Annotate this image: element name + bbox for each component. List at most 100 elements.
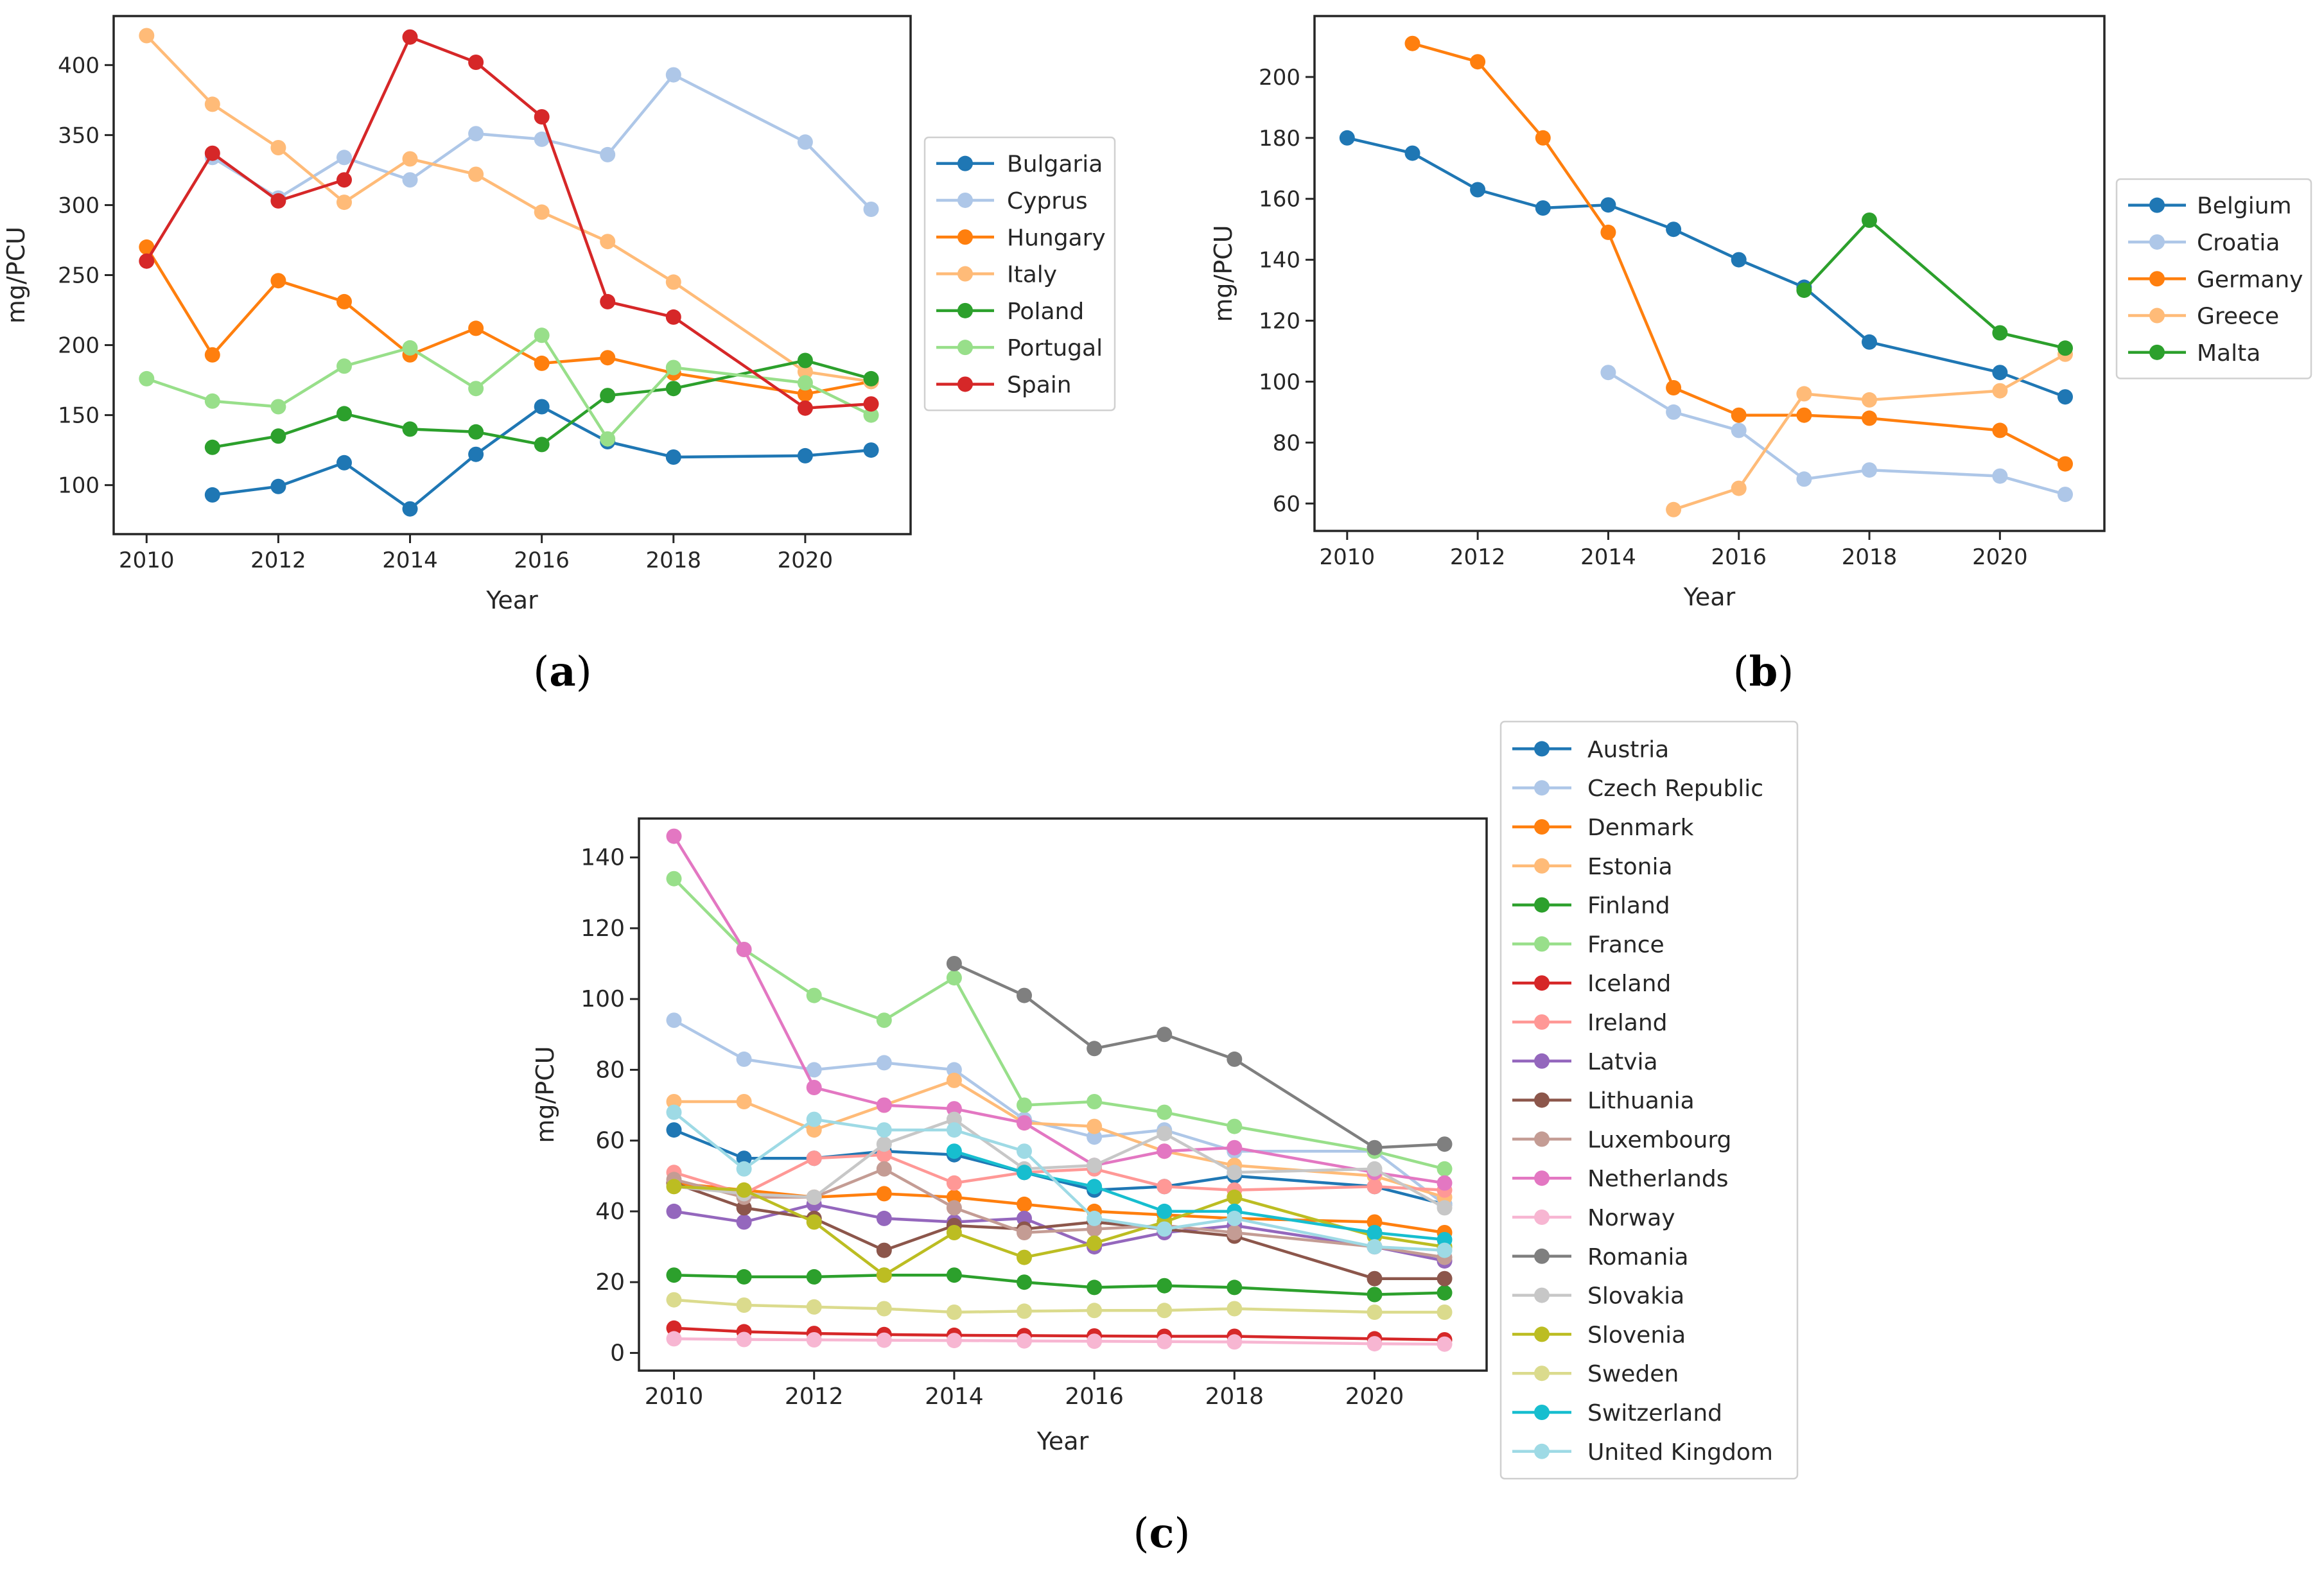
panel-c-point-czech-republic-2013 <box>876 1055 892 1071</box>
panel-c-point-slovakia-2016 <box>1087 1157 1103 1174</box>
panel-a-point-poland-2014 <box>402 421 418 437</box>
panel-b-chart: 2010 2012 2014 2016 2018 2020 60 80 100 120 140 160… <box>1209 15 2312 611</box>
panel-c-point-denmark-2014 <box>946 1189 962 1205</box>
panel-c-ytick-label: 0 <box>610 1340 625 1366</box>
panel-a-point-bulgaria-2018 <box>665 449 681 465</box>
panel-c-series-france <box>666 871 1453 1177</box>
panel-a-line-bulgaria <box>212 405 871 510</box>
panel-c-point-ireland-2012 <box>806 1150 822 1166</box>
panel-b-series-belgium <box>1339 130 2073 405</box>
panel-c-point-sweden-2020 <box>1367 1305 1383 1320</box>
panel-a-legend-marker-spain <box>957 376 973 392</box>
panel-label-b: (b) <box>1733 648 1794 696</box>
panel-b-point-belgium-2018 <box>1862 334 1877 350</box>
panel-label-c: (c) <box>1133 1509 1191 1557</box>
panel-c-point-sweden-2014 <box>946 1305 962 1320</box>
panel-c-legend-label-sweden: Sweden <box>1587 1361 1679 1387</box>
panel-c-legend-marker-romania <box>1534 1248 1550 1264</box>
panel-b-legend-label-malta: Malta <box>2197 340 2260 367</box>
panel-a-line-hungary <box>145 246 871 396</box>
panel-c-legend-marker-switzerland <box>1534 1405 1550 1420</box>
panel-c-series-switzerland <box>946 1143 1453 1247</box>
panel-a-point-bulgaria-2014 <box>402 501 418 517</box>
panel-a-legend-marker-bulgaria <box>957 155 973 171</box>
panel-b-point-germany-2016 <box>1731 407 1747 423</box>
panel-c-point-luxembourg-2015 <box>1017 1225 1032 1240</box>
panel-c-ytick-label: 100 <box>581 986 625 1012</box>
panel-c-point-latvia-2013 <box>876 1210 892 1226</box>
panel-a-point-spain-2016 <box>534 109 550 125</box>
panel-a-point-poland-2011 <box>204 439 220 455</box>
panel-b-point-belgium-2016 <box>1731 252 1747 268</box>
panel-c-ytick-label: 20 <box>595 1269 625 1296</box>
panel-b-point-croatia-2015 <box>1666 404 1682 420</box>
panel-c-line-finland <box>674 1273 1445 1296</box>
panel-c-point-estonia-2016 <box>1087 1118 1103 1134</box>
panel-c-point-lithuania-2011 <box>736 1200 752 1216</box>
panel-c-point-france-2015 <box>1017 1097 1032 1113</box>
panel-c-point-slovenia-2012 <box>806 1214 822 1230</box>
panel-c-x-axis-title: Year <box>1036 1427 1089 1455</box>
panel-c-point-finland-2012 <box>806 1269 822 1285</box>
panel-c-point-switzerland-2021 <box>1437 1232 1453 1247</box>
panel-a-point-portugal-2016 <box>534 327 550 343</box>
panel-c-series-sweden <box>666 1292 1453 1320</box>
panel-b-point-malta-2021 <box>2058 340 2073 356</box>
panel-c-point-slovenia-2011 <box>736 1182 752 1198</box>
panel-b-legend-marker-greece <box>2149 308 2165 324</box>
panel-b-point-germany-2014 <box>1600 224 1616 240</box>
panel-b-point-germany-2018 <box>1862 410 1877 426</box>
panel-a-series-spain <box>139 29 879 416</box>
panel-c-point-iceland-2010 <box>666 1320 682 1336</box>
panel-c-xtick-label: 2020 <box>1345 1383 1404 1410</box>
panel-c-point-estonia-2011 <box>736 1094 752 1109</box>
panel-b-point-belgium-2014 <box>1600 197 1616 213</box>
panel-c-ytick-label: 140 <box>581 845 625 871</box>
panel-a-point-hungary-2012 <box>270 273 286 289</box>
panel-c-legend-label-norway: Norway <box>1587 1205 1675 1231</box>
panel-c-point-slovakia-2013 <box>876 1136 892 1152</box>
panel-a-legend-marker-cyprus <box>957 192 973 208</box>
panel-a-point-portugal-2015 <box>468 381 484 397</box>
panel-c-point-slovenia-2014 <box>946 1225 962 1240</box>
panel-b-ytick-label: 140 <box>1259 248 1300 273</box>
panel-b-point-belgium-2012 <box>1470 182 1486 198</box>
panel-c-point-sweden-2016 <box>1087 1303 1103 1319</box>
panel-a-point-cyprus-2016 <box>534 131 550 147</box>
panel-c-point-slovakia-2020 <box>1367 1161 1383 1177</box>
panel-c-line-ireland <box>673 1153 1445 1195</box>
panel-a-point-portugal-2021 <box>863 407 879 423</box>
panel-b-point-malta-2020 <box>1992 325 2008 341</box>
panel-c-point-france-2014 <box>946 970 962 986</box>
panel-c-point-sweden-2010 <box>666 1292 682 1308</box>
panel-a-point-spain-2020 <box>797 400 813 416</box>
panel-b-point-croatia-2014 <box>1600 365 1616 381</box>
panel-b-legend-label-belgium: Belgium <box>2197 193 2292 220</box>
panel-b-point-germany-2020 <box>1992 422 2008 438</box>
panel-a-xtick-label: 2016 <box>514 548 570 573</box>
panel-c-point-sweden-2013 <box>876 1301 892 1317</box>
panel-c-ytick-label: 80 <box>595 1057 625 1083</box>
panel-c-legend-label-united-kingdom: United Kingdom <box>1587 1439 1773 1466</box>
panel-a-point-hungary-2011 <box>204 347 220 363</box>
panel-a-series-bulgaria <box>204 399 879 517</box>
panel-a-point-hungary-2020 <box>797 386 813 402</box>
panel-b-legend-marker-germany <box>2149 271 2165 287</box>
panel-a-point-portugal-2014 <box>402 340 418 356</box>
panel-c-point-finland-2015 <box>1017 1274 1032 1290</box>
panel-b-point-malta-2017 <box>1796 282 1812 299</box>
panel-a-point-italy-2010 <box>139 28 155 44</box>
panel-c-point-slovakia-2017 <box>1157 1125 1173 1141</box>
panel-b-legend-box <box>2115 178 2312 379</box>
panel-c-point-sweden-2017 <box>1157 1303 1173 1319</box>
panel-c-point-france-2013 <box>876 1012 892 1028</box>
panel-c-point-luxembourg-2018 <box>1227 1225 1243 1240</box>
panel-c-axes-frame <box>638 817 1488 1372</box>
panel-c-point-norway-2010 <box>666 1331 682 1347</box>
panel-c-point-netherlands-2021 <box>1437 1175 1453 1191</box>
panel-c-point-denmark-2015 <box>1017 1196 1032 1212</box>
panel-c-point-lithuania-2021 <box>1437 1270 1453 1287</box>
panel-a-legend-label-poland: Poland <box>1007 299 1084 325</box>
panel-b-legend-label-croatia: Croatia <box>2197 230 2280 256</box>
panel-c-point-finland-2016 <box>1087 1279 1103 1296</box>
